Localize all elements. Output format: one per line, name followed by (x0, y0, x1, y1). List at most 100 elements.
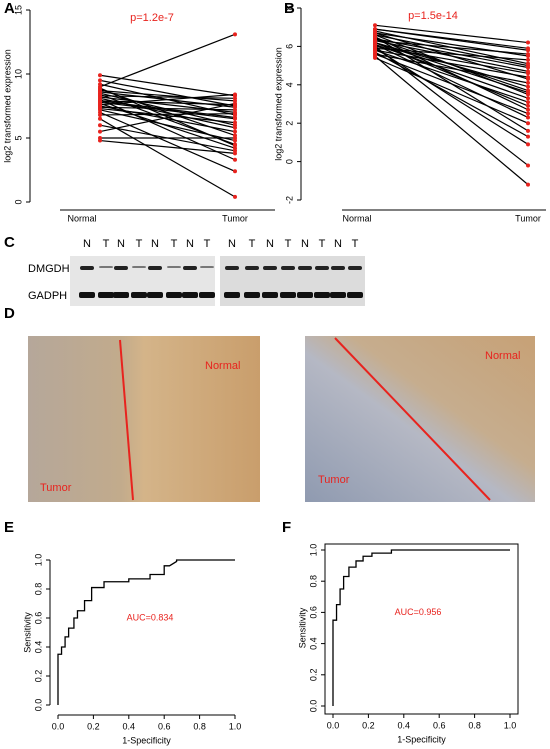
tumor-point (233, 96, 237, 101)
annotation: AUC=0.956 (395, 607, 442, 617)
tumor-point (526, 103, 530, 108)
band (114, 266, 128, 270)
tumor-point (526, 63, 530, 68)
x-axis-title: 1-Specificity (122, 735, 171, 745)
x-tick-label: 1.0 (504, 720, 517, 730)
tumor-point (233, 136, 237, 140)
x-tick-label: Normal (67, 213, 96, 223)
band (224, 292, 240, 298)
y-axis-title: Sensitivity (297, 607, 307, 648)
pair-line (374, 49, 529, 78)
tumor-point (233, 194, 237, 199)
band (166, 292, 182, 298)
y-tick-label: 1.0 (308, 544, 318, 557)
normal-point (98, 123, 102, 128)
y-tick-label: -2 (284, 196, 294, 204)
normal-point (98, 89, 102, 94)
x-tick-label: 1.0 (229, 721, 242, 731)
pair-line (99, 79, 236, 107)
band (98, 292, 114, 298)
y-tick-label: 1.0 (33, 554, 43, 567)
y-tick-label: 4 (284, 82, 294, 87)
y-axis-title: Sensitivity (22, 612, 32, 653)
pair-line (99, 111, 236, 172)
tumor-point (526, 111, 530, 116)
tumor-point (233, 101, 237, 106)
band (297, 292, 313, 298)
tumor-point (526, 90, 530, 95)
band (347, 292, 363, 298)
band (280, 292, 296, 298)
tumor-point (233, 151, 237, 156)
tumor-point (526, 75, 530, 80)
tumor-point (233, 143, 237, 148)
x-tick-label: 0.0 (327, 720, 340, 730)
roc-curve (57, 559, 235, 705)
ihc-boundary (334, 337, 491, 501)
pair-line (374, 55, 529, 186)
lane-label: T (285, 238, 292, 250)
band (80, 266, 94, 270)
pair-line (374, 47, 529, 145)
pair-line (99, 87, 236, 147)
y-tick-label: 0.4 (33, 641, 43, 654)
blot-bands (79, 266, 363, 298)
normal-point (98, 86, 102, 91)
pair-line (99, 90, 236, 102)
pair-line (99, 101, 236, 120)
lane-label: T (103, 238, 110, 250)
lane-label: T (352, 238, 359, 250)
protein-label: DMGDH (28, 263, 70, 275)
tumor-point (233, 32, 237, 37)
ihc-image (305, 336, 535, 502)
pair-line (374, 40, 529, 72)
tumor-point (233, 157, 237, 162)
pair-line (99, 100, 236, 106)
lane-label: N (186, 238, 194, 250)
annotation: p=1.2e-7 (130, 12, 174, 24)
ihc-label: Tumor (40, 482, 72, 494)
tumor-point (233, 92, 237, 97)
y-tick-label: 0 (284, 159, 294, 164)
band (183, 266, 197, 270)
band (79, 292, 95, 298)
normal-point (373, 55, 377, 60)
pair-line (374, 36, 529, 132)
normal-point (373, 30, 377, 35)
y-tick-label: 0.2 (33, 670, 43, 683)
tumor-point (526, 96, 530, 101)
panel-label: B (284, 0, 295, 17)
normal-point (98, 78, 102, 83)
lane-label: N (83, 238, 91, 250)
band (113, 292, 129, 298)
lane-label: N (334, 238, 342, 250)
ihc-image (28, 336, 260, 502)
tumor-point (526, 100, 530, 105)
tumor-point (526, 182, 530, 187)
ihc-boundary (119, 339, 134, 501)
tumor-point (233, 169, 237, 174)
pair-line (99, 107, 236, 124)
protein-label: GADPH (28, 290, 67, 302)
y-tick-label: 0.8 (308, 575, 318, 588)
panel-label: D (4, 305, 15, 322)
tumor-point (526, 121, 530, 126)
pair-line (374, 38, 529, 69)
tumor-point (526, 57, 530, 62)
lane-label: N (117, 238, 125, 250)
tumor-point (233, 111, 237, 116)
y-tick-label: 0.4 (308, 637, 318, 650)
pair-line (374, 43, 529, 118)
y-tick-label: 15 (13, 5, 23, 15)
normal-point (98, 129, 102, 134)
pair-line (99, 95, 236, 99)
tumor-point (526, 128, 530, 133)
normal-point (98, 98, 102, 103)
lane-label: N (301, 238, 309, 250)
pair-line (99, 105, 236, 133)
pair-line (374, 38, 529, 92)
tumor-point (233, 115, 237, 120)
y-tick-label: 0.0 (33, 699, 43, 712)
